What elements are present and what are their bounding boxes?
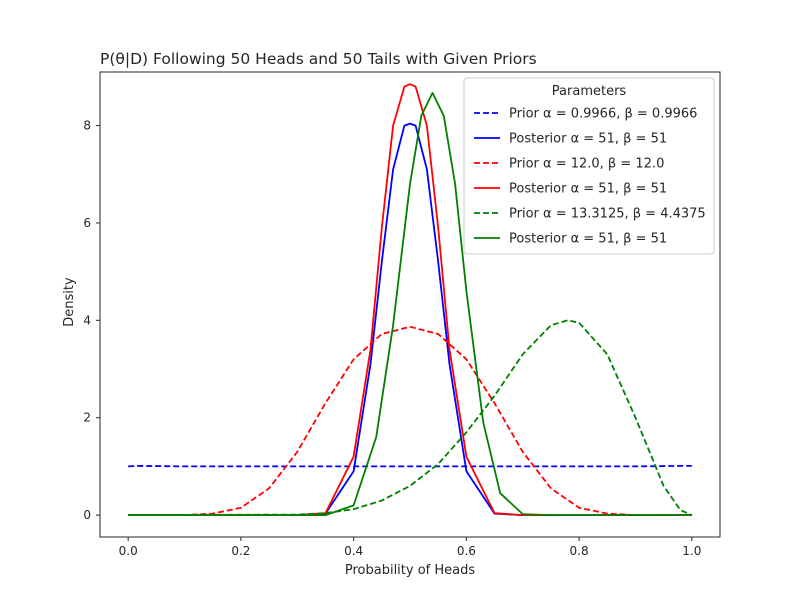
chart-title: P(θ|D) Following 50 Heads and 50 Tails w… — [100, 50, 537, 68]
x-tick-label: 0.2 — [231, 544, 250, 558]
series-line-6 — [128, 92, 692, 516]
plot-area — [128, 83, 693, 516]
x-axis-label: Probability of Heads — [345, 563, 476, 578]
x-tick-label: 0.4 — [344, 544, 363, 558]
y-axis-label: Density — [62, 277, 77, 327]
axes: 0.0 0.2 0.4 0.6 0.8 1.0 0 2 4 6 8 — [83, 71, 721, 558]
y-tick-label: 4 — [83, 313, 91, 327]
series-lines — [128, 83, 693, 516]
series-line-5 — [128, 319, 693, 516]
x-tick-label: 0.6 — [457, 544, 476, 558]
legend-entry: Posterior α = 51, β = 51 — [509, 232, 667, 247]
y-tick-label: 8 — [83, 119, 91, 133]
legend-entry: Prior α = 12.0, β = 12.0 — [509, 157, 664, 172]
y-tick-label: 6 — [83, 216, 91, 230]
legend-entry: Prior α = 0.9966, β = 0.9966 — [509, 107, 697, 122]
series-line-4 — [128, 83, 692, 516]
series-line-1 — [128, 465, 692, 468]
x-tick-label: 0.8 — [570, 544, 589, 558]
x-tick-label: 0.0 — [119, 544, 138, 558]
series-line-2 — [128, 122, 692, 516]
legend-entry: Posterior α = 51, β = 51 — [509, 182, 667, 197]
y-tick-label: 2 — [83, 411, 91, 425]
legend-title: Parameters — [552, 84, 627, 99]
legend: Parameters Prior α = 0.9966, β = 0.9966 Po… — [463, 77, 715, 255]
legend-box — [463, 77, 715, 255]
legend-entry: Posterior α = 51, β = 51 — [509, 132, 667, 147]
series-line-3 — [128, 325, 692, 516]
plot-frame — [99, 71, 721, 538]
legend-entry: Prior α = 13.3125, β = 4.4375 — [509, 207, 706, 222]
y-tick-label: 0 — [83, 508, 91, 522]
x-tick-label: 1.0 — [682, 544, 701, 558]
